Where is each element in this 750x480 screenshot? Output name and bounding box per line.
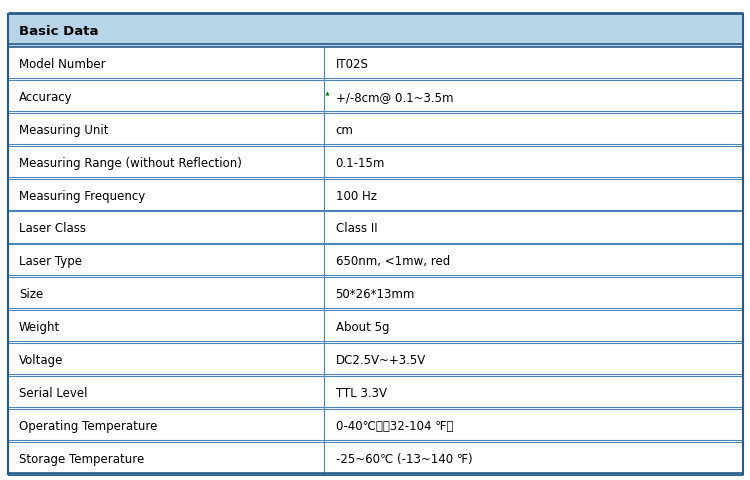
Text: Basic Data: Basic Data (19, 24, 98, 37)
Bar (8, 14, 742, 48)
Text: -25~60℃ (-13~140 ℉): -25~60℃ (-13~140 ℉) (335, 452, 472, 465)
Text: Measuring Frequency: Measuring Frequency (19, 189, 145, 202)
Bar (8, 113, 742, 146)
Text: Voltage: Voltage (19, 354, 63, 367)
Text: IT02S: IT02S (335, 58, 368, 71)
Text: +/-8cm@ 0.1~3.5m: +/-8cm@ 0.1~3.5m (335, 90, 453, 103)
Text: Accuracy: Accuracy (19, 90, 72, 103)
Text: Measuring Unit: Measuring Unit (19, 123, 108, 136)
Bar (8, 376, 742, 409)
Text: Operating Temperature: Operating Temperature (19, 420, 158, 432)
Text: Model Number: Model Number (19, 58, 105, 71)
Text: Size: Size (19, 288, 43, 301)
Text: 650nm, <1mw, red: 650nm, <1mw, red (335, 255, 450, 268)
Bar (8, 212, 742, 245)
Bar (8, 442, 742, 475)
Bar (8, 409, 742, 442)
Bar (8, 146, 742, 179)
Text: 0-40℃　（32-104 ℉）: 0-40℃ （32-104 ℉） (335, 420, 453, 432)
Text: DC2.5V~+3.5V: DC2.5V~+3.5V (335, 354, 426, 367)
Text: About 5g: About 5g (335, 321, 389, 334)
Text: Laser Type: Laser Type (19, 255, 82, 268)
Text: 0.1-15m: 0.1-15m (335, 156, 385, 169)
Text: 100 Hz: 100 Hz (335, 189, 376, 202)
Text: Weight: Weight (19, 321, 60, 334)
Text: Class II: Class II (335, 222, 377, 235)
Text: Storage Temperature: Storage Temperature (19, 452, 144, 465)
Bar (8, 245, 742, 278)
Text: Measuring Range (without Reflection): Measuring Range (without Reflection) (19, 156, 242, 169)
Bar (8, 278, 742, 311)
Text: Laser Class: Laser Class (19, 222, 86, 235)
Bar (8, 81, 742, 113)
Bar (8, 344, 742, 376)
Bar (8, 311, 742, 344)
Text: 50*26*13mm: 50*26*13mm (335, 288, 415, 301)
Bar (8, 48, 742, 81)
Text: TTL 3.3V: TTL 3.3V (335, 386, 386, 399)
Text: Serial Level: Serial Level (19, 386, 87, 399)
Bar (8, 179, 742, 212)
Text: cm: cm (335, 123, 353, 136)
